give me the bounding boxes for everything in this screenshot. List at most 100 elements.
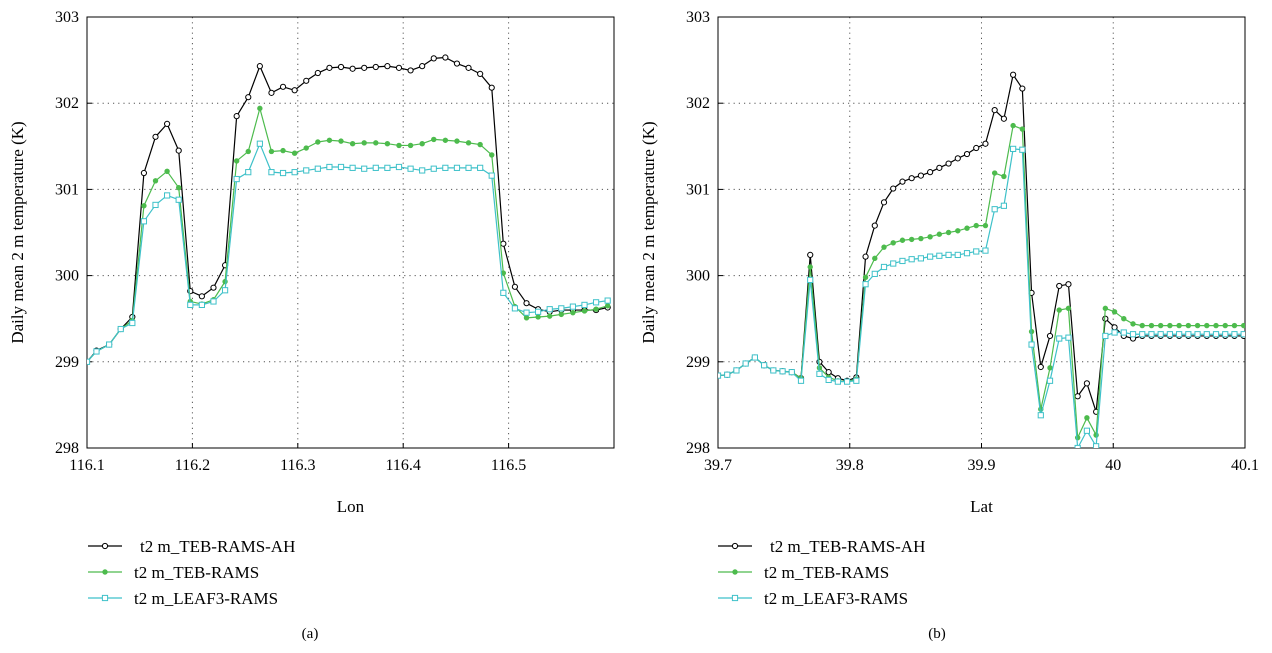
data-point [268, 89, 275, 96]
data-point [1222, 331, 1229, 338]
series-group [718, 71, 1245, 448]
data-point [963, 250, 971, 257]
data-point [1203, 331, 1210, 338]
data-point [788, 369, 795, 376]
data-point [991, 206, 998, 213]
legend-marker [102, 569, 108, 575]
data-point [303, 167, 310, 174]
data-point [718, 372, 722, 379]
data-point [1065, 334, 1072, 341]
legend-label: t2 m_TEB-RAMS [134, 563, 259, 582]
data-point [945, 160, 952, 167]
data-point [853, 377, 860, 384]
data-point [982, 140, 989, 147]
data-point [337, 163, 345, 171]
data-point [825, 376, 832, 384]
data-point [93, 348, 100, 355]
panel-caption: (b) [928, 626, 946, 642]
data-point [419, 167, 426, 174]
data-point [233, 175, 240, 183]
y-tick-label: 303 [55, 9, 79, 26]
y-tick-label: 299 [686, 354, 710, 371]
data-point [890, 260, 897, 267]
legend-marker [731, 542, 739, 550]
data-point [465, 140, 472, 146]
data-point [558, 311, 564, 318]
data-point [604, 297, 611, 304]
data-point [245, 169, 252, 176]
data-point [816, 370, 823, 377]
data-point [955, 228, 961, 234]
data-point [991, 170, 998, 176]
data-point [129, 319, 136, 327]
y-axis-label: Daily mean 2 m temperature (K) [639, 121, 658, 343]
data-point [395, 64, 403, 71]
legend: t2 m_TEB-RAMS-AH t2 m_TEB-RAMS t2 m_LEAF3-… [718, 537, 925, 608]
data-point [1037, 412, 1044, 419]
data-point [881, 244, 887, 250]
data-point [152, 178, 159, 184]
data-point [834, 378, 841, 385]
data-point [973, 144, 980, 152]
data-point [936, 164, 943, 171]
data-point [945, 251, 952, 259]
data-point [1102, 332, 1109, 340]
data-point [373, 140, 379, 146]
data-point [337, 63, 345, 71]
data-point [761, 362, 768, 369]
data-point [372, 63, 379, 71]
y-tick-label: 301 [686, 181, 710, 198]
data-point [279, 169, 287, 177]
data-point [396, 142, 402, 149]
data-point [1083, 380, 1091, 387]
data-point [964, 225, 970, 231]
data-point [523, 300, 530, 307]
y-tick-label: 300 [686, 268, 710, 285]
data-point [1111, 309, 1118, 315]
data-point [1074, 393, 1081, 400]
data-point [880, 263, 888, 271]
data-point [511, 305, 519, 312]
data-point [927, 253, 934, 260]
chart-panel-2: 39.7 39.8 39.9 40 40.1 298 299 300 301 302 303 Lat D… [639, 9, 1259, 642]
data-point [315, 139, 321, 145]
data-point [1231, 331, 1238, 338]
data-point [407, 67, 414, 74]
data-point [430, 165, 437, 172]
data-point [899, 237, 906, 243]
x-tick-label: 116.2 [175, 457, 210, 474]
data-point [1065, 281, 1072, 288]
data-point [917, 255, 924, 262]
data-point [569, 303, 576, 310]
data-point [724, 371, 731, 378]
data-point [488, 84, 495, 91]
legend-label: t2 m_TEB-RAMS [764, 563, 889, 582]
data-point [1037, 363, 1044, 371]
data-point [1240, 322, 1245, 329]
data-point [511, 283, 519, 290]
panel-caption: (a) [302, 626, 319, 642]
data-point [1231, 322, 1238, 329]
data-point [1046, 377, 1054, 384]
data-point [1093, 443, 1100, 448]
data-point [535, 308, 542, 315]
data-point [908, 256, 915, 263]
series-line-1 [718, 74, 1244, 413]
data-point [1157, 322, 1164, 329]
data-point [1019, 126, 1026, 132]
data-point [454, 138, 460, 144]
data-point [210, 298, 217, 305]
data-point [419, 63, 426, 70]
data-point [500, 240, 507, 247]
data-point [1028, 341, 1035, 348]
data-point [1010, 71, 1017, 78]
data-point [303, 77, 310, 84]
data-point [1000, 202, 1007, 209]
data-point [1084, 415, 1090, 421]
data-point [256, 63, 263, 70]
data-point [1157, 331, 1164, 338]
data-point [256, 140, 263, 147]
x-tick-label: 40 [1105, 457, 1121, 474]
data-point [546, 306, 553, 313]
data-point [361, 64, 368, 71]
